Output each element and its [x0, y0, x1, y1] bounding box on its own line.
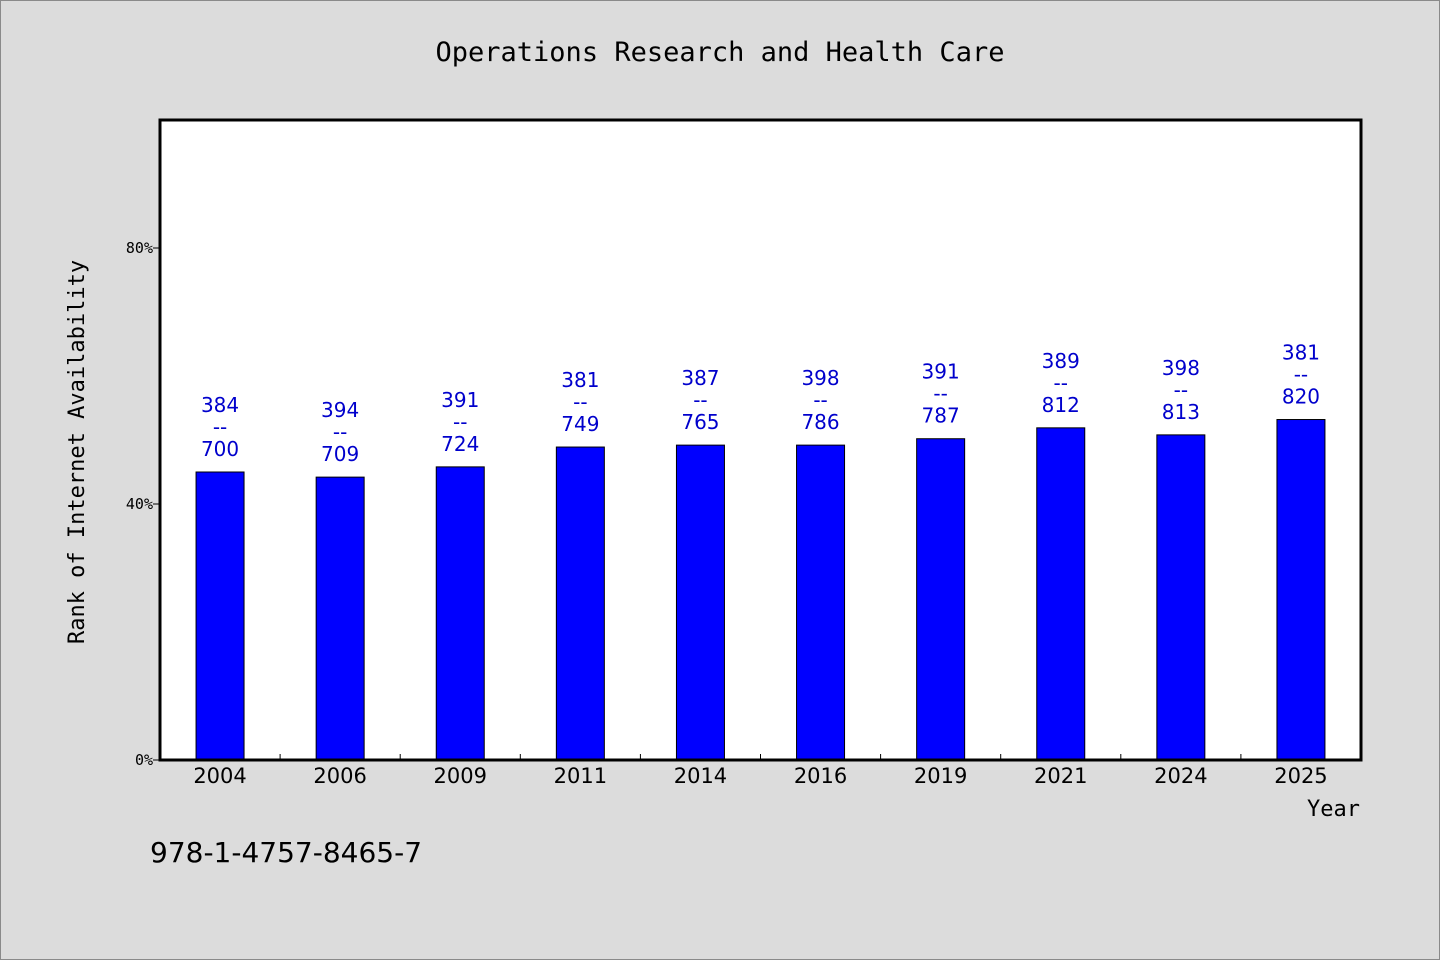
- data-label-2014-line-1: 387: [681, 366, 719, 390]
- data-label-2009-line-2: --: [453, 410, 467, 434]
- data-label-2019-line-1: 391: [922, 360, 960, 384]
- plot-border: [158, 118, 1363, 762]
- data-label-2006-line-2: --: [333, 420, 347, 444]
- x-tick-label-2025: 2025: [1274, 764, 1327, 788]
- x-tick-label-2024: 2024: [1154, 764, 1207, 788]
- isbn-caption: 978-1-4757-8465-7: [150, 836, 422, 869]
- x-tick-label-2021: 2021: [1034, 764, 1087, 788]
- y-axis-title: Rank of Internet Availability: [65, 260, 90, 644]
- x-tick-label-2009: 2009: [434, 764, 487, 788]
- data-label-2016-line-1: 398: [801, 366, 839, 390]
- x-tick-label-2006: 2006: [313, 764, 366, 788]
- data-label-2025-line-2: --: [1294, 363, 1308, 387]
- chart-title: Operations Research and Health Care: [436, 37, 1005, 68]
- data-label-2016-line-2: --: [813, 388, 827, 412]
- y-tick-label: 80%: [126, 239, 153, 257]
- data-label-2024-line-2: --: [1174, 378, 1188, 402]
- bar-2009: [435, 466, 485, 761]
- bar-2024: [1156, 434, 1206, 761]
- data-label-2019-line-3: 787: [922, 404, 960, 428]
- data-label-2019-line-2: --: [933, 382, 947, 406]
- data-label-2011-line-2: --: [573, 390, 587, 414]
- y-tick-label: 40%: [126, 495, 153, 513]
- data-label-2006-line-1: 394: [321, 398, 359, 422]
- data-label-2021-line-1: 389: [1042, 349, 1080, 373]
- bars-layer: 384--700394--709391--724381--749387--765…: [195, 341, 1326, 761]
- data-label-2004-line-3: 700: [201, 437, 239, 461]
- x-tick-label-2014: 2014: [674, 764, 727, 788]
- ticks-layer: 2004 2006 2009 2011 2014 2016 2019 2021 2024 2025…: [126, 239, 1328, 788]
- data-label-2009-line-1: 391: [441, 388, 479, 412]
- data-label-2016-line-3: 786: [801, 410, 839, 434]
- y-tick-label: 0%: [135, 751, 153, 769]
- bar-2014: [675, 444, 725, 761]
- x-axis-title: Year: [1307, 797, 1360, 822]
- data-label-2014-line-3: 765: [681, 410, 719, 434]
- bar-2016: [796, 444, 846, 761]
- data-label-2021-line-2: --: [1054, 371, 1068, 395]
- data-label-2011-line-1: 381: [561, 368, 599, 392]
- data-label-2011-line-3: 749: [561, 412, 599, 436]
- data-label-2004-line-1: 384: [201, 393, 239, 417]
- x-tick-label-2004: 2004: [193, 764, 246, 788]
- bar-2006: [315, 476, 365, 761]
- bar-2021: [1036, 427, 1086, 761]
- bar-2011: [555, 446, 605, 761]
- x-tick-label-2016: 2016: [794, 764, 847, 788]
- x-tick-label-2019: 2019: [914, 764, 967, 788]
- bar-2004: [195, 471, 245, 761]
- data-label-2014-line-2: --: [693, 388, 707, 412]
- data-label-2009-line-3: 724: [441, 432, 479, 456]
- bar-2019: [916, 438, 966, 761]
- x-tick-label-2011: 2011: [554, 764, 607, 788]
- data-label-2004-line-2: --: [213, 415, 227, 439]
- data-label-2025-line-3: 820: [1282, 385, 1320, 409]
- data-label-2024-line-3: 813: [1162, 400, 1200, 424]
- data-label-2006-line-3: 709: [321, 442, 359, 466]
- bar-2025: [1276, 419, 1326, 761]
- data-label-2025-line-1: 381: [1282, 341, 1320, 365]
- data-label-2024-line-1: 398: [1162, 356, 1200, 380]
- data-label-2021-line-3: 812: [1042, 393, 1080, 417]
